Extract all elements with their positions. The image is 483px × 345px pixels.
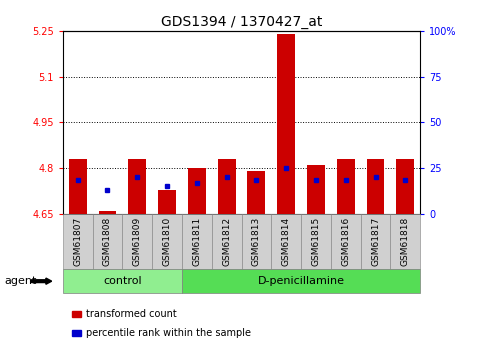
Bar	[277, 34, 295, 214]
Text: percentile rank within the sample: percentile rank within the sample	[86, 328, 251, 338]
Bar	[247, 171, 265, 214]
Text: GSM61811: GSM61811	[192, 216, 201, 266]
Bar	[337, 159, 355, 214]
Bar	[397, 159, 414, 214]
Bar	[128, 159, 146, 214]
Text: GSM61814: GSM61814	[282, 217, 291, 266]
Text: D-penicillamine: D-penicillamine	[257, 276, 344, 286]
Text: GSM61816: GSM61816	[341, 216, 350, 266]
Text: GSM61817: GSM61817	[371, 216, 380, 266]
Text: agent: agent	[5, 276, 37, 286]
Text: control: control	[103, 276, 142, 286]
Text: GSM61808: GSM61808	[103, 216, 112, 266]
Text: GSM61818: GSM61818	[401, 216, 410, 266]
Bar	[69, 159, 86, 214]
Bar	[158, 189, 176, 214]
Text: GSM61813: GSM61813	[252, 216, 261, 266]
Text: GSM61815: GSM61815	[312, 216, 320, 266]
Bar	[307, 165, 325, 214]
Title: GDS1394 / 1370427_at: GDS1394 / 1370427_at	[161, 14, 322, 29]
Text: GSM61809: GSM61809	[133, 216, 142, 266]
Bar	[367, 159, 384, 214]
Bar	[188, 168, 206, 214]
Text: transformed count: transformed count	[86, 309, 177, 319]
Text: GSM61807: GSM61807	[73, 216, 82, 266]
Text: GSM61812: GSM61812	[222, 217, 231, 266]
Text: GSM61810: GSM61810	[163, 216, 171, 266]
Bar	[218, 159, 236, 214]
Bar	[99, 211, 116, 214]
